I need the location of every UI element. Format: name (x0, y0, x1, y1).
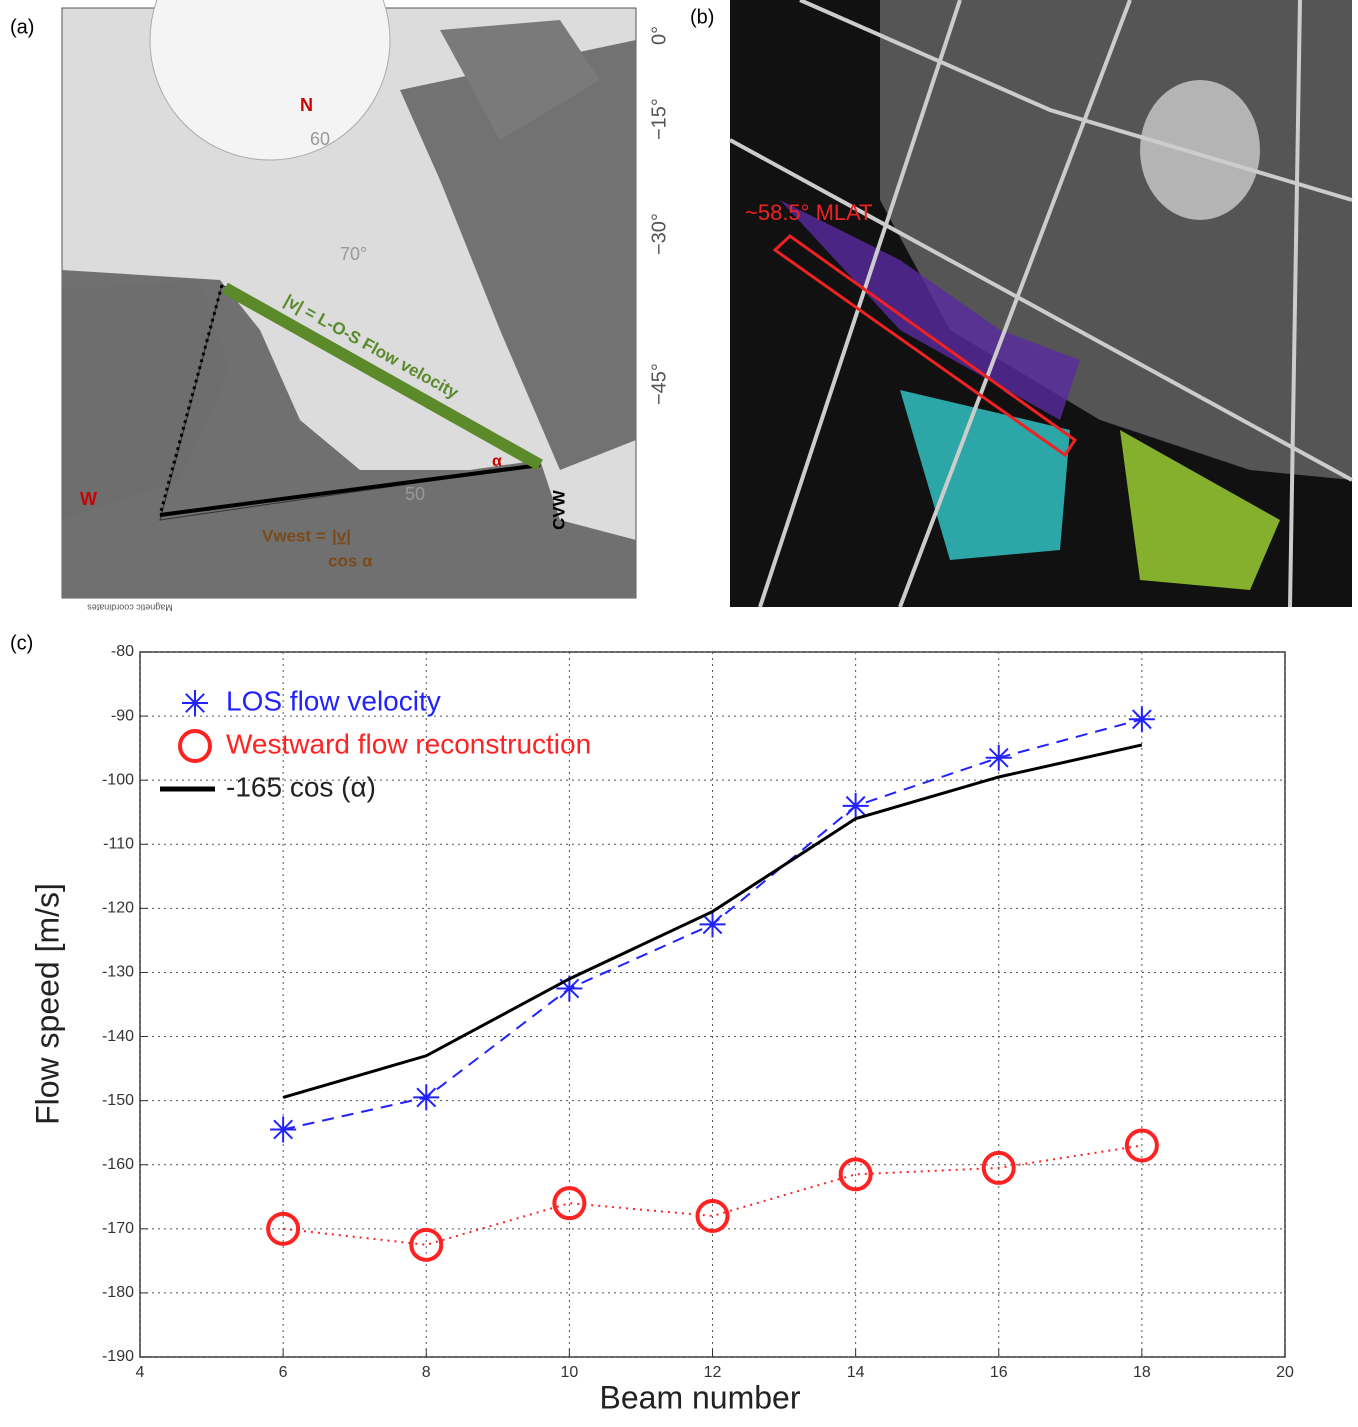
land (440, 20, 600, 140)
land (400, 40, 636, 470)
aurora (1140, 80, 1260, 220)
star-marker (985, 744, 1012, 771)
legend-label: Westward flow reconstruction (226, 728, 591, 759)
x-tick-label: 14 (847, 1364, 865, 1381)
x-tick-label: 20 (1276, 1364, 1294, 1381)
star-marker (182, 690, 208, 716)
y-tick-label: -170 (102, 1220, 134, 1237)
map-label: α (492, 453, 502, 470)
y-tick-label: -100 (102, 771, 134, 788)
west-arrow (159, 463, 541, 517)
series-line (282, 743, 1143, 1099)
star-marker (556, 975, 583, 1002)
x-axis-label: Beam number (600, 1379, 801, 1415)
radar-echoes (900, 390, 1070, 560)
y-tick-label: -90 (111, 707, 134, 724)
x-tick-label: 10 (560, 1364, 578, 1381)
los-arrow (222, 282, 543, 471)
legend-label: -165 cos (α) (226, 771, 376, 802)
circle-marker (552, 1186, 587, 1221)
map-label: 70° (340, 244, 367, 264)
map-label: W (80, 489, 97, 509)
circle-marker (838, 1157, 873, 1192)
y-axis-label: Flow speed [m/s] (29, 883, 65, 1125)
star-marker (842, 792, 869, 819)
circle-marker (266, 1211, 301, 1246)
circle-marker (409, 1227, 444, 1262)
legend-label: LOS flow velocity (226, 685, 441, 716)
map-label: 50 (405, 484, 425, 504)
formula: Vwest = (262, 526, 326, 545)
x-tick-label: 8 (422, 1364, 431, 1381)
star-marker (413, 1084, 440, 1111)
x-tick-label: 12 (704, 1364, 722, 1381)
y-tick-label: -160 (102, 1156, 134, 1173)
plot-area (139, 651, 1286, 1358)
map-note: Magnetic coordinates (87, 603, 173, 613)
panel-label: (c) (10, 632, 33, 654)
dotted-line (158, 284, 224, 516)
map-label: −30° (648, 213, 670, 255)
circle-marker (695, 1199, 730, 1233)
map-label: ~58.5° MLAT (745, 200, 873, 225)
panel-label: (a) (10, 16, 34, 38)
y-tick-label: -140 (102, 1028, 134, 1045)
map-label: 60 (310, 129, 330, 149)
panel-b: (b) ~58.5° MLAT (690, 0, 1353, 608)
map-label: −45° (648, 363, 670, 405)
map-label: 0° (648, 26, 670, 45)
panel-c: (c) Beam number Flow speed [m/s] (10, 632, 801, 1415)
x-tick-label: 6 (279, 1364, 288, 1381)
region-box (772, 234, 1078, 458)
x-tick-label: 4 (136, 1364, 145, 1381)
panel-label: (b) (690, 6, 714, 28)
radar-echoes (780, 200, 1080, 420)
formula: cos α (328, 551, 373, 570)
y-tick-label: -150 (102, 1092, 134, 1109)
star-marker (1128, 706, 1155, 733)
star-marker (270, 1116, 297, 1143)
y-tick-label: -130 (102, 964, 134, 981)
y-tick-label: -180 (102, 1284, 134, 1301)
formula: |v| (332, 526, 351, 545)
map-label: −15° (648, 98, 670, 140)
map-label: N (300, 95, 313, 115)
x-tick-label: 16 (990, 1364, 1008, 1381)
circle-marker (1124, 1128, 1159, 1163)
radar-echoes (1120, 430, 1280, 590)
y-tick-label: -120 (102, 900, 134, 917)
panel-a: (a) N W 60 70° 50 0° −15° −30° −45° |v| … (10, 0, 670, 613)
star-marker (699, 911, 726, 938)
x-tick-label: 18 (1133, 1364, 1151, 1381)
circle-marker (981, 1150, 1016, 1185)
y-tick-label: -190 (102, 1348, 134, 1365)
land (62, 280, 230, 520)
y-tick-label: -110 (103, 835, 134, 852)
circle-marker (178, 729, 212, 763)
series-line (283, 1144, 1143, 1246)
y-tick-label: -80 (111, 643, 134, 660)
map-label: CVW (549, 489, 568, 530)
grid-lines (729, 0, 1353, 608)
pole-cap (149, 0, 391, 161)
